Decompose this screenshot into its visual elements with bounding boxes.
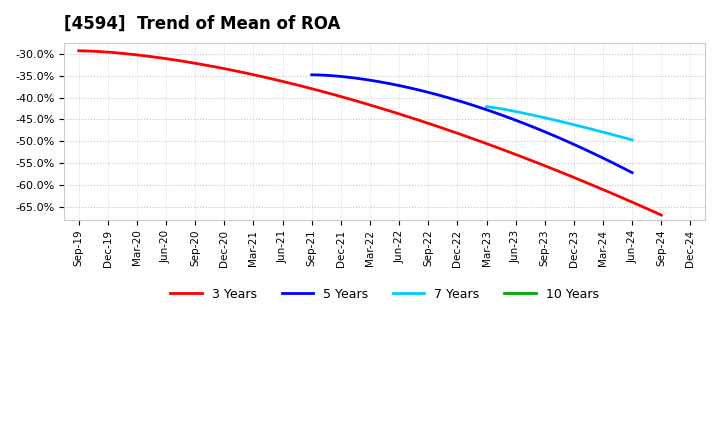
Text: [4594]  Trend of Mean of ROA: [4594] Trend of Mean of ROA — [64, 15, 341, 33]
Legend: 3 Years, 5 Years, 7 Years, 10 Years: 3 Years, 5 Years, 7 Years, 10 Years — [166, 282, 603, 306]
